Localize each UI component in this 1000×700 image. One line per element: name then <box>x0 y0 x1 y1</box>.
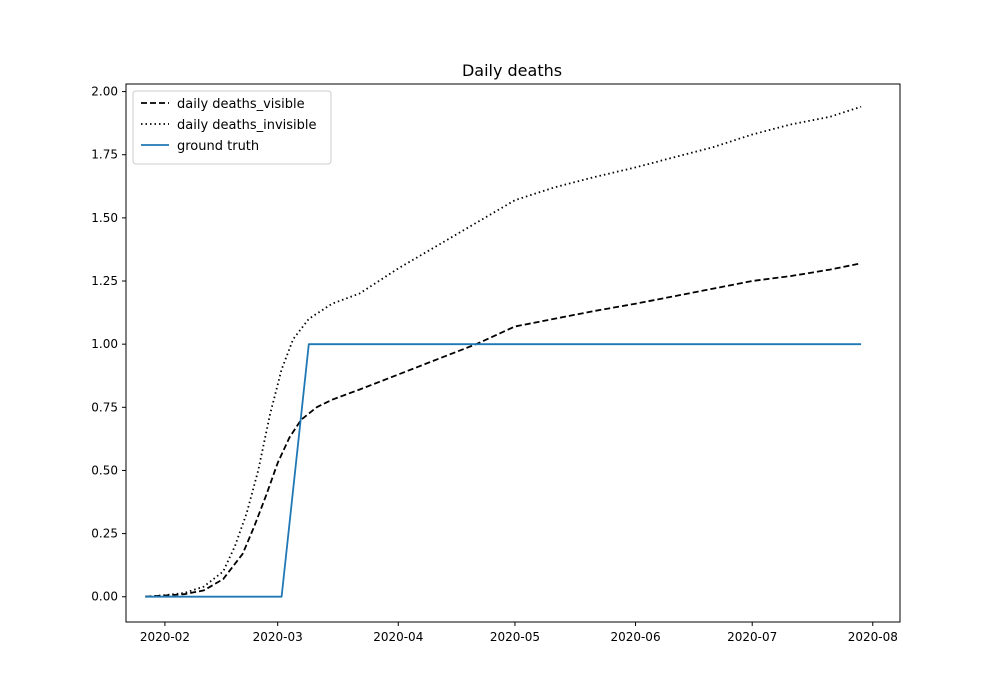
y-tick-label: 0.25 <box>91 527 118 541</box>
y-tick-label: 1.00 <box>91 337 118 351</box>
x-tick-label: 2020-07 <box>727 630 777 644</box>
y-tick-label: 0.50 <box>91 463 118 477</box>
x-tick-label: 2020-04 <box>373 630 423 644</box>
y-tick-label: 1.50 <box>91 211 118 225</box>
x-tick-label: 2020-05 <box>490 630 540 644</box>
x-tick-label: 2020-08 <box>848 630 898 644</box>
plot-area <box>125 83 901 623</box>
series-line-daily-deaths-visible <box>145 262 862 598</box>
y-tick-label: 1.75 <box>91 148 118 162</box>
legend-label: daily deaths_invisible <box>177 118 317 133</box>
x-tick-label: 2020-03 <box>253 630 303 644</box>
legend-label: ground truth <box>177 139 259 154</box>
plot-frame <box>125 83 901 623</box>
series-line-ground-truth <box>145 343 862 598</box>
y-tick-label: 0.00 <box>91 590 118 604</box>
y-axis: 0.00 0.25 0.50 0.75 1.00 1.25 1.50 1.75 2.00 <box>91 85 126 604</box>
x-tick-label: 2020-06 <box>610 630 660 644</box>
y-tick-label: 0.75 <box>91 400 118 414</box>
y-tick-label: 2.00 <box>91 85 118 99</box>
x-axis: 2020-02 2020-03 2020-04 2020-05 2020-06 2020-… <box>140 622 898 644</box>
x-tick-label: 2020-02 <box>140 630 190 644</box>
chart-title: Daily deaths <box>462 61 562 80</box>
legend-box <box>132 90 332 165</box>
y-tick-label: 1.25 <box>91 274 118 288</box>
series-line-daily-deaths-invisible <box>145 105 862 598</box>
series-layer <box>145 105 862 598</box>
legend-label: daily deaths_visible <box>177 97 305 112</box>
